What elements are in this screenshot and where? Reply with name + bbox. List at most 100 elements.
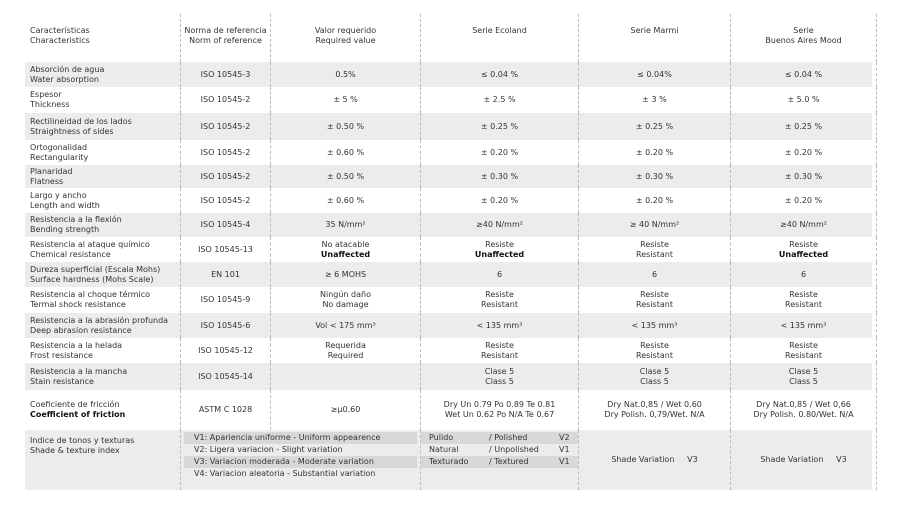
cell-text: Surface hardness (Mohs Scale) xyxy=(30,274,154,284)
table-cell: ISO 10545-3 xyxy=(180,62,270,87)
table-cell: Requerida Required xyxy=(270,338,420,363)
cell-text: Length and width xyxy=(30,200,100,210)
cell-text: ≥ 6 MOHS xyxy=(324,269,367,279)
cell-text: Resiste xyxy=(789,290,818,299)
table-cell: ISO 10545-4 xyxy=(180,213,270,237)
table-row: Dureza superficial (Escala Mohs) Surface … xyxy=(25,262,877,287)
table-cell: ≥40 N/mm² xyxy=(420,213,578,237)
shade-scale: V1: Apariencia uniforme - Uniform appear… xyxy=(180,430,420,490)
cell-text: Stain resistance xyxy=(30,376,94,386)
cell-text: ± 0.30 % xyxy=(635,171,674,181)
table-cell: Resiste Resistant xyxy=(578,287,730,313)
table-cell: ≤ 0.04 % xyxy=(420,62,578,87)
table-cell: Serie Buenos Aires Mood xyxy=(730,14,877,62)
cell-text: Resistencia a la helada xyxy=(30,340,123,350)
table-row: Resistencia a la flexión Bending strength… xyxy=(25,213,877,237)
cell-text: Shade & texture index xyxy=(30,446,120,455)
cell-text: Resiste xyxy=(485,340,514,350)
table-cell: ± 0.20 % xyxy=(420,140,578,165)
table-cell: Resistencia al ataque químico Chemical re… xyxy=(25,237,180,262)
table-cell: ± 0.30 % xyxy=(420,165,578,188)
table-cell: Resistencia a la helada Frost resistance xyxy=(25,338,180,363)
cell-text: Water absorption xyxy=(30,74,99,84)
cell-text: Coefficient of friction xyxy=(30,410,126,419)
cell-text: ± 0.25 % xyxy=(784,121,823,131)
cell-text: Resistant xyxy=(481,300,518,309)
cell-text: Rectangularity xyxy=(30,152,89,162)
cell-text: Serie xyxy=(793,26,814,35)
table-cell: ISO 10545-14 xyxy=(180,363,270,390)
buenos-shade: Shade Variation V3 xyxy=(730,430,877,490)
table-cell: ± 0.20 % xyxy=(730,188,877,213)
cell-text: Dry Polish. 0.80/Wet. N/A xyxy=(753,410,854,419)
cell-text: ± 5 % xyxy=(333,95,358,104)
cell-text: Resistencia al ataque químico xyxy=(30,239,150,249)
cell-text: Norm of reference xyxy=(189,36,262,45)
cell-text: ± 0.60 % xyxy=(326,147,365,157)
cell-text: Wet Un 0.62 Po N/A Te 0.67 xyxy=(444,410,555,419)
table-cell: ≥ 40 N/mm² xyxy=(578,213,730,237)
table-cell: Resistencia a la abrasión profunda Deep a… xyxy=(25,313,180,338)
cell-text: ISO 10545-2 xyxy=(200,95,251,104)
cell-text: ± 3 % xyxy=(642,95,667,104)
table-row: Rectilineidad de los lados Straightness o… xyxy=(25,113,877,140)
cell-text: Rectilineidad de los lados xyxy=(30,116,132,126)
cell-text: Absorción de agua xyxy=(30,64,105,74)
cell-text: ISO 10545-3 xyxy=(200,69,251,79)
cell-text: Unaffected xyxy=(320,249,371,259)
table-cell: ± 0.20 % xyxy=(578,140,730,165)
cell-text: Norma de referencia xyxy=(184,26,267,35)
cell-text: Resiste xyxy=(789,239,818,249)
table-cell: ± 5 % xyxy=(270,87,420,113)
cell-text: Resiste xyxy=(640,239,669,249)
table-cell: ≥40 N/mm² xyxy=(730,213,877,237)
table-cell: ≥μ0.60 xyxy=(270,390,420,430)
cell-text: ≤ 0.04% xyxy=(637,69,672,79)
cell-text: Espesor xyxy=(30,90,62,99)
table-cell: Resiste Resistant xyxy=(578,338,730,363)
table-row: Ortogonalidad Rectangularity ISO 10545-2 ± … xyxy=(25,140,877,165)
table-row: Resistencia a la mancha Stain resistance I… xyxy=(25,363,877,390)
table-cell: ASTM C 1028 xyxy=(180,390,270,430)
cell-text: Resistant xyxy=(636,300,673,309)
cell-text: ISO 10545-2 xyxy=(200,171,251,181)
cell-text: Characteristics xyxy=(30,36,90,45)
cell-text: < 135 mm³ xyxy=(631,320,678,330)
table-cell: Clase 5 Class 5 xyxy=(730,363,877,390)
shade-scale-item: V1: Apariencia uniforme - Uniform appear… xyxy=(184,432,417,444)
cell-text: 0.5% xyxy=(335,69,356,79)
cell-text: Resiste xyxy=(640,340,669,350)
cell-text: Clase 5 xyxy=(484,366,515,376)
table-cell: ISO 10545-2 xyxy=(180,140,270,165)
table-cell: 35 N/mm² xyxy=(270,213,420,237)
table-cell: 6 xyxy=(730,262,877,287)
cell-text: Largo y ancho xyxy=(30,190,87,200)
cell-text: No atacable xyxy=(321,239,370,249)
cell-text: ISO 10545-2 xyxy=(200,147,251,157)
table-cell: Resiste Resistant xyxy=(420,338,578,363)
table-cell: ± 0.20 % xyxy=(420,188,578,213)
table-cell: ISO 10545-12 xyxy=(180,338,270,363)
cell-text: Bending strength xyxy=(30,225,100,234)
table-cell: ± 0.30 % xyxy=(578,165,730,188)
cell-text: ISO 10545-4 xyxy=(200,220,251,229)
table-cell: Norma de referencia Norm of reference xyxy=(180,14,270,62)
cell-text: Resistencia a la abrasión profunda xyxy=(30,315,169,325)
cell-text: Unaffected xyxy=(778,249,829,259)
table-cell: Planaridad Flatness xyxy=(25,165,180,188)
cell-text: ≤ 0.04 % xyxy=(480,69,519,79)
cell-text: ± 0.20 % xyxy=(784,147,823,157)
cell-text: Resistencia al choque térmico xyxy=(30,290,151,299)
table-cell: ± 0.25 % xyxy=(730,113,877,140)
table-row: Resistencia al choque térmico Termal shoc… xyxy=(25,287,877,313)
table-cell: Resistencia al choque térmico Termal shoc… xyxy=(25,287,180,313)
cell-text: ISO 10545-12 xyxy=(198,345,253,355)
table-cell: ± 5.0 % xyxy=(730,87,877,113)
cell-text: Resistencia a la flexión xyxy=(30,215,122,224)
cell-text: Unaffected xyxy=(474,249,525,259)
table-row: Planaridad Flatness ISO 10545-2 ± 0.50 % ± 0… xyxy=(25,165,877,188)
table-cell: Clase 5 Class 5 xyxy=(420,363,578,390)
cell-text: Resistant xyxy=(636,249,673,259)
cell-text: Frost resistance xyxy=(30,350,93,360)
cell-text: Resiste xyxy=(485,290,514,299)
